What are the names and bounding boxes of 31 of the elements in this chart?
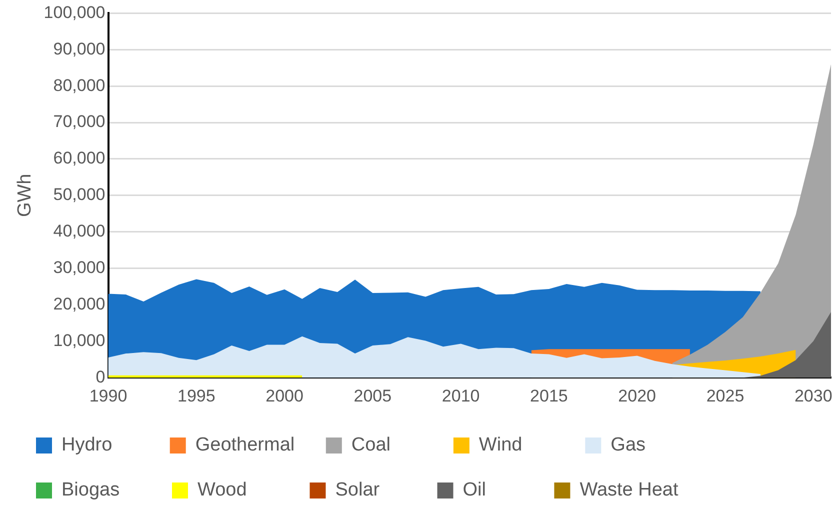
y-tick-label: 20,000 bbox=[53, 294, 106, 314]
x-tick-label: 2015 bbox=[530, 386, 568, 406]
legend-label: Solar bbox=[335, 480, 412, 501]
x-tick-label: 2005 bbox=[354, 386, 392, 406]
x-tick-label: 1990 bbox=[89, 386, 128, 406]
legend-label: Gas bbox=[610, 434, 688, 456]
legend-label: Hydro bbox=[62, 434, 144, 456]
y-tick-label: 60,000 bbox=[53, 148, 106, 168]
y-tick-label: 40,000 bbox=[53, 222, 106, 241]
x-tick-label: 1995 bbox=[177, 386, 216, 406]
legend-label: Oil bbox=[462, 480, 528, 501]
legend-label: Waste Heat bbox=[580, 480, 684, 501]
legend-label: Geothermal bbox=[195, 434, 300, 456]
y-tick-label: 80,000 bbox=[53, 76, 106, 95]
x-tick-label: 2025 bbox=[706, 386, 744, 406]
y-tick-label: 10,000 bbox=[53, 330, 106, 350]
y-axis-title: GWh bbox=[14, 174, 36, 218]
y-tick-label: 70,000 bbox=[53, 112, 106, 132]
x-tick-label: 2020 bbox=[618, 386, 656, 406]
x-tick-label: 2030 bbox=[794, 386, 832, 406]
y-tick-label: 0 bbox=[96, 367, 106, 386]
legend-label: Wood bbox=[197, 480, 284, 501]
legend-label: Wind bbox=[478, 434, 560, 456]
x-tick-label: 2000 bbox=[266, 386, 304, 406]
y-tick-label: 90,000 bbox=[53, 39, 106, 58]
legend-label: Biogas bbox=[62, 480, 146, 501]
legend-label: Coal bbox=[351, 434, 428, 456]
y-tick-label: 100,000 bbox=[44, 2, 106, 22]
y-tick-label: 50,000 bbox=[53, 185, 106, 204]
y-tick-label: 30,000 bbox=[53, 258, 106, 277]
x-tick-label: 2010 bbox=[442, 386, 480, 406]
